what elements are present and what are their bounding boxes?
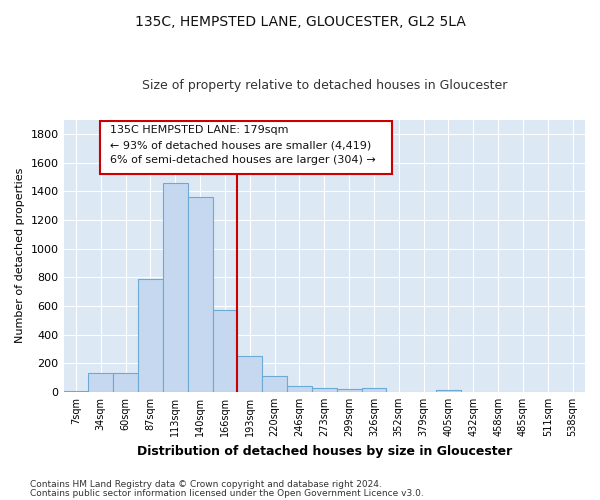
Bar [188,197,212,392]
Bar [337,389,362,392]
Bar [287,386,312,392]
Y-axis label: Number of detached properties: Number of detached properties [15,168,25,344]
Bar [64,391,88,392]
Bar [212,310,238,392]
Bar [88,374,113,392]
Bar [312,388,337,392]
Text: 135C HEMPSTED LANE: 179sqm: 135C HEMPSTED LANE: 179sqm [110,125,289,135]
FancyBboxPatch shape [100,121,392,174]
Bar [362,388,386,392]
Bar [113,374,138,392]
Bar [163,182,188,392]
Bar [262,376,287,392]
Bar [436,390,461,392]
Title: Size of property relative to detached houses in Gloucester: Size of property relative to detached ho… [142,79,507,92]
Text: Contains HM Land Registry data © Crown copyright and database right 2024.: Contains HM Land Registry data © Crown c… [30,480,382,489]
Text: 135C, HEMPSTED LANE, GLOUCESTER, GL2 5LA: 135C, HEMPSTED LANE, GLOUCESTER, GL2 5LA [134,15,466,29]
Text: ← 93% of detached houses are smaller (4,419): ← 93% of detached houses are smaller (4,… [110,140,372,150]
Text: 6% of semi-detached houses are larger (304) →: 6% of semi-detached houses are larger (3… [110,156,376,166]
X-axis label: Distribution of detached houses by size in Gloucester: Distribution of detached houses by size … [137,444,512,458]
Text: Contains public sector information licensed under the Open Government Licence v3: Contains public sector information licen… [30,488,424,498]
Bar [238,356,262,392]
Bar [138,278,163,392]
